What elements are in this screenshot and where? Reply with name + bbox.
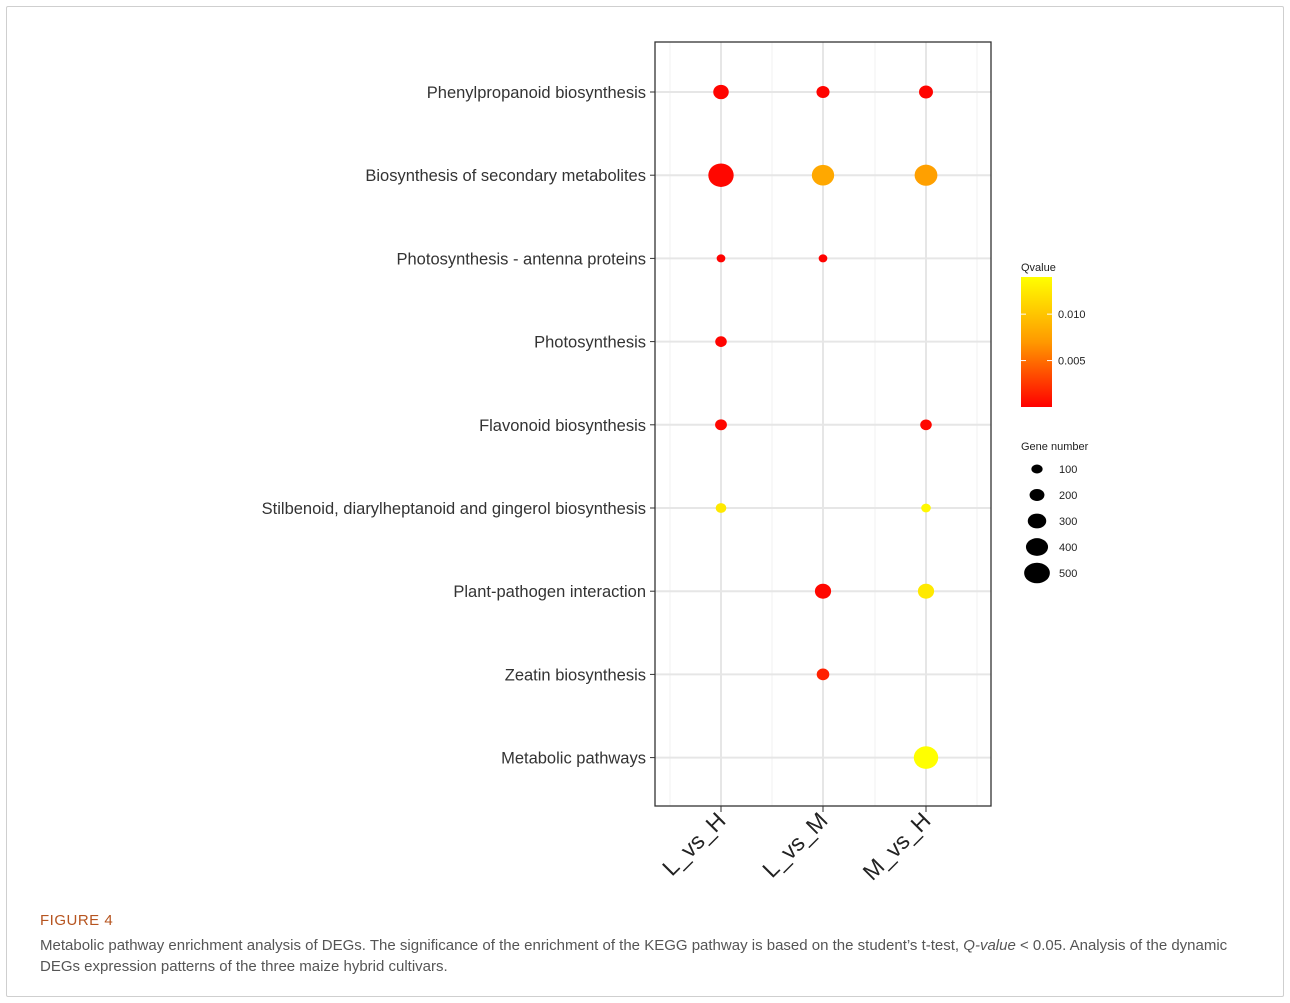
x-tick-label-l-vs-m: L_vs_M: [757, 807, 832, 882]
size-legend-label-400: 400: [1059, 542, 1077, 554]
figure-frame: [6, 6, 1284, 997]
y-tick-label-flavonoid-biosynthesis: Flavonoid biosynthesis: [479, 417, 646, 435]
size-legend-key-400: [1025, 538, 1049, 556]
point-l-vs-h-photosynthesis: [715, 336, 727, 347]
point-l-vs-h-phenylpropanoid-biosynthesis: [713, 84, 729, 100]
dot-plot-chart: Phenylpropanoid biosynthesis Biosynthesis…: [262, 41, 1089, 885]
size-legend-label-500: 500: [1059, 568, 1077, 580]
size-legend-title: Gene number: [1021, 441, 1089, 453]
point-m-vs-h-phenylpropanoid-biosynthesis: [919, 85, 933, 99]
size-legend-label-200: 200: [1059, 490, 1077, 502]
caption-text-part-2: < 0.05. Analysis of the dynamic DEGs exp…: [40, 937, 1228, 975]
y-tick-label-photosynthesis: Photosynthesis: [534, 334, 646, 352]
size-legend-label-300: 300: [1059, 516, 1077, 528]
size-legend-key-100: [1031, 464, 1043, 474]
figure-caption: FIGURE 4 Metabolic pathway enrichment an…: [40, 912, 1255, 977]
figure-label: FIGURE 4: [40, 912, 114, 929]
point-l-vs-h-biosynthesis-of-secondary-metabolites: [708, 163, 734, 187]
size-legend-key-300: [1027, 513, 1047, 529]
figure-caption-text: Metabolic pathway enrichment analysis of…: [40, 935, 1255, 977]
caption-text-part-1: Metabolic pathway enrichment analysis of…: [40, 937, 960, 954]
point-m-vs-h-plant-pathogen-interaction: [917, 583, 935, 599]
y-tick-label-biosynthesis-of-secondary-metabolites: Biosynthesis of secondary metabolites: [365, 167, 646, 185]
color-legend-gradient-bar: [1021, 277, 1052, 407]
x-tick-label-l-vs-h: L_vs_H: [657, 807, 731, 881]
point-l-vs-h-flavonoid-biosynthesis: [715, 419, 727, 431]
point-l-vs-m-phenylpropanoid-biosynthesis: [816, 85, 830, 99]
point-l-vs-h-stilbenoid-diarylheptanoid-and-gingerol-biosynthesis: [715, 503, 727, 513]
point-l-vs-m-photosynthesis-antenna-proteins: [818, 254, 828, 263]
x-tick-label-m-vs-h: M_vs_H: [857, 807, 935, 885]
point-l-vs-m-zeatin-biosynthesis: [816, 668, 830, 681]
size-legend-key-200: [1029, 489, 1045, 501]
color-legend-tick-label-0.005: 0.005: [1058, 356, 1086, 368]
y-tick-label-phenylpropanoid-biosynthesis: Phenylpropanoid biosynthesis: [427, 84, 646, 102]
y-tick-label-stilbenoid-diarylheptanoid-and-gingerol-biosynthesis: Stilbenoid, diarylheptanoid and gingerol…: [262, 500, 646, 518]
point-m-vs-h-biosynthesis-of-secondary-metabolites: [914, 164, 938, 186]
caption-qvalue-term: Q-value: [963, 937, 1016, 954]
point-m-vs-h-metabolic-pathways: [913, 746, 939, 769]
y-tick-label-photosynthesis-antenna-proteins: Photosynthesis - antenna proteins: [397, 250, 647, 268]
color-legend-tick-label-0.010: 0.010: [1058, 309, 1086, 321]
point-l-vs-m-biosynthesis-of-secondary-metabolites: [811, 164, 835, 186]
color-legend-title: Qvalue: [1021, 262, 1056, 274]
size-legend-label-100: 100: [1059, 464, 1077, 476]
y-tick-label-metabolic-pathways: Metabolic pathways: [501, 750, 646, 768]
point-l-vs-m-plant-pathogen-interaction: [814, 583, 832, 599]
point-m-vs-h-stilbenoid-diarylheptanoid-and-gingerol-biosynthesis: [921, 503, 931, 513]
size-legend-key-500: [1024, 562, 1050, 584]
y-tick-label-plant-pathogen-interaction: Plant-pathogen interaction: [453, 583, 646, 601]
point-l-vs-h-photosynthesis-antenna-proteins: [716, 254, 726, 263]
y-tick-label-zeatin-biosynthesis: Zeatin biosynthesis: [505, 666, 646, 684]
point-m-vs-h-flavonoid-biosynthesis: [920, 419, 932, 431]
